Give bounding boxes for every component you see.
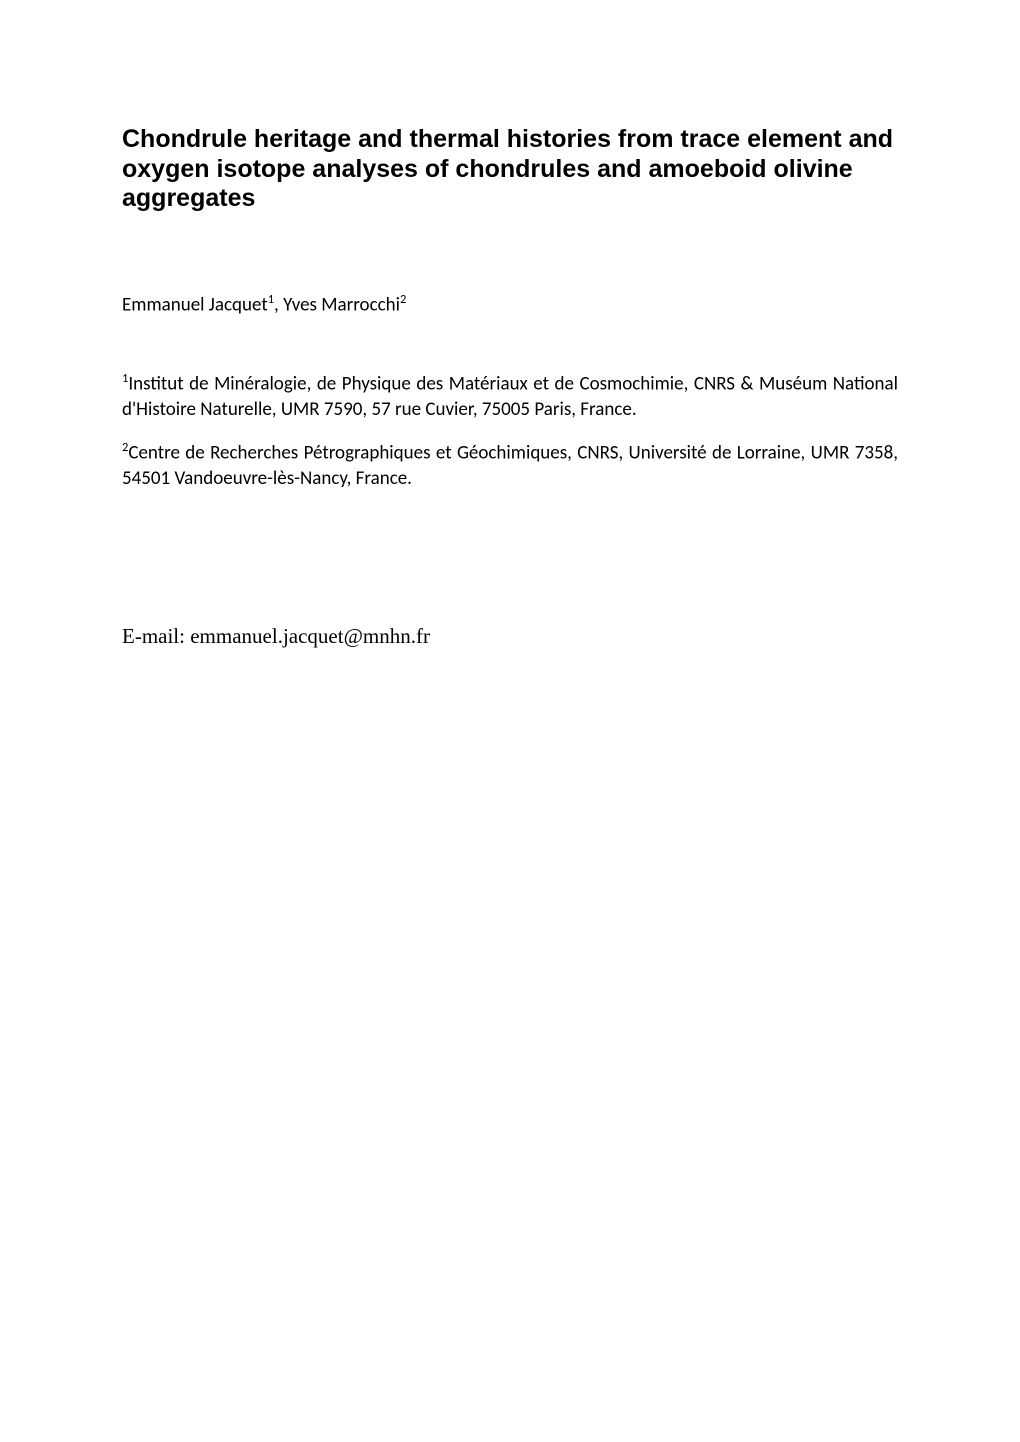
document-page: Chondrule heritage and thermal histories… [0,0,1020,1442]
affiliation-2: 2Centre de Recherches Pétrographiques et… [122,440,898,492]
author-1-name: Emmanuel Jacquet [122,293,268,316]
author-2-name: Yves Marrocchi [283,293,400,316]
contact-line: E-mail: emmanuel.jacquet@mnhn.fr [122,624,898,649]
affiliation-1-text: Institut de Minéralogie, de Physique des… [122,372,898,421]
author-2-sup: 2 [400,292,406,307]
email-label: E-mail: [122,624,190,648]
affiliation-1: 1Institut de Minéralogie, de Physique de… [122,371,898,423]
author-separator: , [274,293,283,316]
affiliation-2-text: Centre de Recherches Pétrographiques et … [122,442,898,491]
author-line: Emmanuel Jacquet1, Yves Marrocchi2 [122,292,898,316]
paper-title: Chondrule heritage and thermal histories… [122,125,898,214]
email-address: emmanuel.jacquet@mnhn.fr [190,624,430,648]
